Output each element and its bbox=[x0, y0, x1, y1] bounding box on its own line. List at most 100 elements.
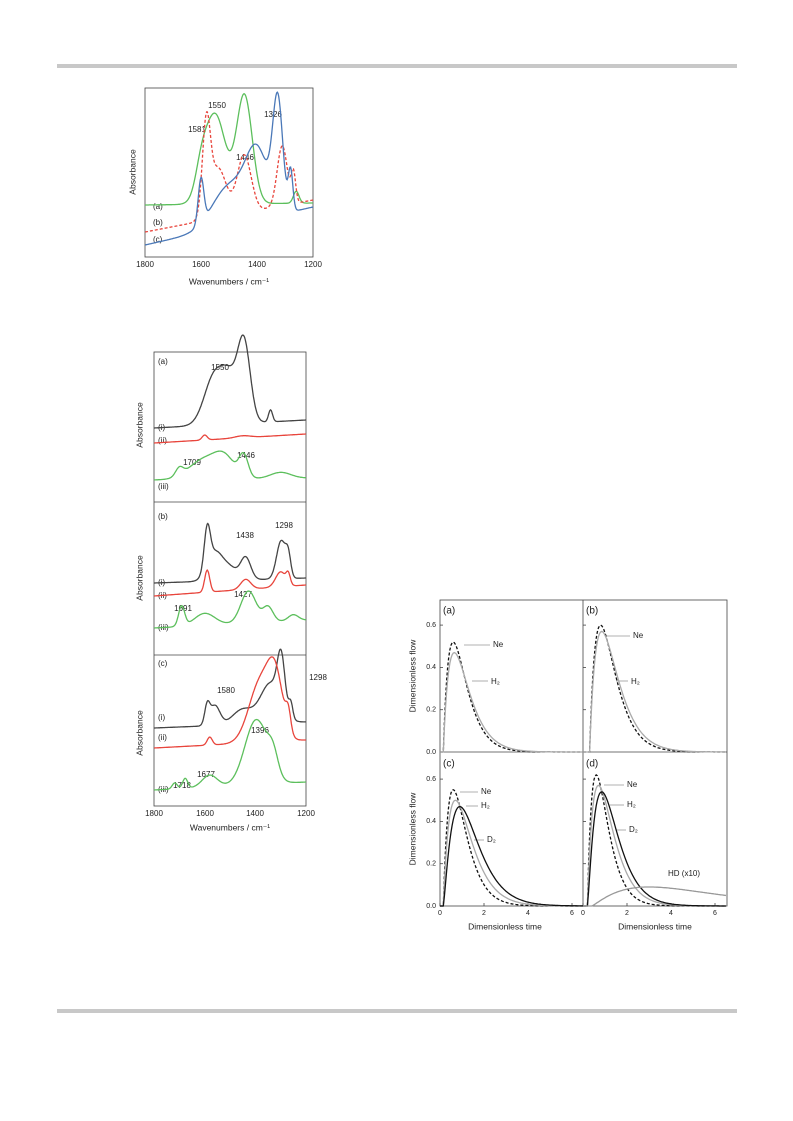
panel-label: (a) bbox=[443, 606, 455, 617]
x-tick-label: 0 bbox=[581, 910, 585, 917]
y-axis-label: Dimensionless flow bbox=[407, 639, 417, 713]
x-tick-label: 2 bbox=[482, 910, 486, 917]
x-tick-label: 1800 bbox=[136, 260, 154, 269]
flow-curve bbox=[440, 651, 583, 753]
peak-label: 1298 bbox=[275, 521, 293, 530]
y-axis-label: Dimensionless flow bbox=[407, 792, 417, 866]
peak-label: 1580 bbox=[217, 686, 235, 695]
x-tick-label: 2 bbox=[625, 910, 629, 917]
peak-label: 1298 bbox=[309, 673, 327, 682]
y-tick-label: 0.4 bbox=[426, 664, 436, 671]
spectrum-trace bbox=[154, 718, 306, 791]
spectrum-trace bbox=[154, 334, 306, 429]
y-tick-label: 0.0 bbox=[426, 903, 436, 910]
spectrum-trace bbox=[154, 522, 306, 584]
x-axis-label: Dimensionless time bbox=[468, 921, 542, 931]
peak-label: 1427 bbox=[234, 590, 252, 599]
panel-label: (a) bbox=[158, 357, 168, 366]
spectrum-trace bbox=[154, 590, 306, 629]
peak-label: 1709 bbox=[183, 458, 201, 467]
curve-label: H₂ bbox=[631, 677, 640, 686]
x-tick-label: 4 bbox=[669, 910, 673, 917]
y-tick-label: 0.2 bbox=[426, 861, 436, 868]
flow-curve bbox=[440, 788, 583, 907]
x-axis-label: Wavenumbers / cm⁻¹ bbox=[189, 276, 269, 286]
curve-label: H₂ bbox=[481, 801, 490, 810]
flow-curve bbox=[440, 805, 583, 907]
peak-label: 1581 bbox=[188, 125, 206, 134]
trace-label: (c) bbox=[153, 235, 163, 244]
x-tick-label: 1800 bbox=[145, 809, 163, 818]
peak-label: 1550 bbox=[208, 101, 226, 110]
y-tick-label: 0.6 bbox=[426, 622, 436, 629]
trace-label: (ii) bbox=[158, 733, 167, 742]
curve-label: HD (x10) bbox=[668, 869, 700, 878]
x-axis-label: Wavenumbers / cm⁻¹ bbox=[190, 822, 270, 832]
curve-label: Ne bbox=[493, 640, 504, 649]
x-tick-label: 1200 bbox=[297, 809, 315, 818]
y-axis-label: Absorbance bbox=[134, 710, 144, 756]
spectrum-trace bbox=[144, 91, 314, 246]
peak-label: 1677 bbox=[197, 770, 215, 779]
x-tick-label: 1400 bbox=[248, 260, 266, 269]
trace-label: (a) bbox=[153, 202, 163, 211]
flow-curve bbox=[583, 630, 727, 753]
y-axis-label: Absorbance bbox=[134, 555, 144, 601]
footer-rule bbox=[57, 1009, 737, 1013]
y-tick-label: 0.6 bbox=[426, 776, 436, 783]
peak-label: 1446 bbox=[237, 451, 255, 460]
curve-label: H₂ bbox=[627, 800, 636, 809]
x-tick-label: 0 bbox=[438, 910, 442, 917]
header-rule bbox=[57, 64, 737, 68]
curve-label: H₂ bbox=[491, 677, 500, 686]
peak-label: 1446 bbox=[236, 153, 254, 162]
spectrum-trace bbox=[154, 433, 306, 444]
x-tick-label: 1600 bbox=[196, 809, 214, 818]
panel-label: (d) bbox=[586, 759, 598, 770]
x-axis-label: Dimensionless time bbox=[618, 921, 692, 931]
panel-label: (c) bbox=[443, 759, 455, 770]
spectrum-trace bbox=[154, 648, 306, 729]
flow-curve bbox=[440, 799, 583, 907]
curve-label: Ne bbox=[481, 787, 492, 796]
y-axis-label: Absorbance bbox=[127, 149, 137, 195]
plot-frame bbox=[153, 351, 307, 807]
x-tick-label: 1600 bbox=[192, 260, 210, 269]
curve-label: D₂ bbox=[629, 825, 638, 834]
trace-label: (ii) bbox=[158, 436, 167, 445]
spectrum-trace bbox=[145, 93, 313, 206]
x-tick-label: 6 bbox=[570, 910, 574, 917]
spectrum-trace bbox=[154, 569, 306, 597]
panel-label: (c) bbox=[158, 659, 168, 668]
y-axis-label: Absorbance bbox=[134, 402, 144, 448]
figure-2: 1800 1600 1400 1200 Wavenumbers / cm⁻¹ A… bbox=[134, 351, 327, 832]
spectrum-trace bbox=[154, 656, 306, 749]
panel-label: (b) bbox=[158, 512, 168, 521]
curve-label: Ne bbox=[633, 631, 644, 640]
plot-frame bbox=[439, 599, 728, 907]
flow-curve bbox=[583, 624, 726, 753]
plot-frame bbox=[144, 87, 314, 258]
peak-label: 1718 bbox=[173, 781, 191, 790]
panel-label: (b) bbox=[586, 606, 598, 617]
x-tick-label: 1400 bbox=[246, 809, 264, 818]
spectrum-trace bbox=[154, 450, 306, 481]
flow-curve bbox=[583, 791, 726, 907]
curve-label: Ne bbox=[627, 780, 638, 789]
x-tick-label: 1200 bbox=[304, 260, 322, 269]
flow-curve bbox=[583, 886, 727, 907]
curve-label: D₂ bbox=[487, 835, 496, 844]
trace-label: (iii) bbox=[158, 482, 169, 491]
peak-label: 1438 bbox=[236, 531, 254, 540]
spectrum-trace bbox=[144, 111, 314, 233]
y-tick-label: 0.4 bbox=[426, 818, 436, 825]
trace-label: (b) bbox=[153, 218, 163, 227]
y-tick-label: 0.0 bbox=[426, 749, 436, 756]
flow-curve bbox=[440, 641, 583, 753]
x-tick-label: 4 bbox=[526, 910, 530, 917]
y-tick-label: 0.2 bbox=[426, 707, 436, 714]
peak-label: 1550 bbox=[211, 363, 229, 372]
x-tick-label: 6 bbox=[713, 910, 717, 917]
peak-label: 1396 bbox=[251, 726, 269, 735]
figure-3: Dimensionless flow Dimensionless flow Di… bbox=[407, 599, 728, 931]
